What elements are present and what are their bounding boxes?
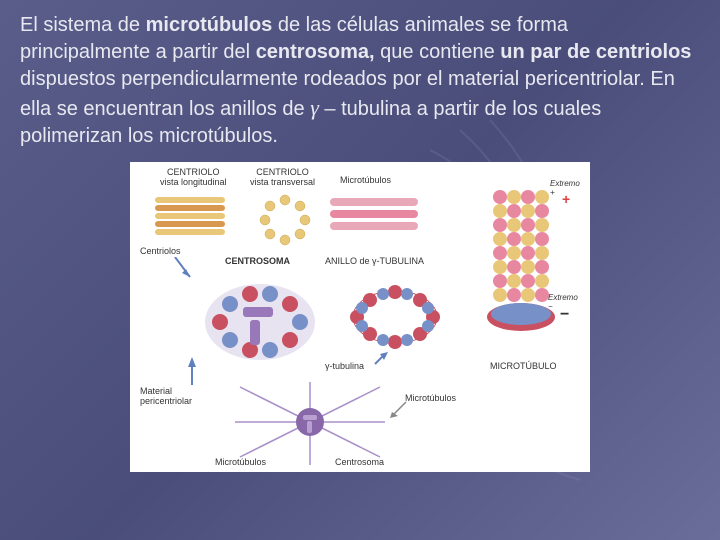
label-microtubulos-bot: Microtúbulos [405, 394, 456, 404]
label-gamma-tubulina: γ-tubulina [325, 362, 364, 372]
slide-paragraph: El sistema de microtúbulos de las célula… [20, 12, 700, 150]
label-centrosoma-bot: Centrosoma [335, 458, 384, 468]
label-centriolo-trans: CENTRIOLOvista transversal [250, 168, 315, 188]
biology-diagram: CENTRIOLOvista longitudinal CENTRIOLOvis… [130, 162, 590, 472]
label-anillo: ANILLO de γ-TUBULINA [325, 257, 424, 267]
label-centrosoma-mid: CENTROSOMA [225, 257, 290, 267]
label-microtubulo-right: MICROTÚBULO [490, 362, 557, 372]
label-centriolos: Centriolos [140, 247, 181, 257]
plus-sign: + [562, 192, 570, 207]
label-material: Materialpericentriolar [140, 387, 192, 407]
minus-sign: − [560, 306, 569, 324]
label-microtubulos-bot2: Microtúbulos [215, 458, 266, 468]
label-microtubulos-top: Microtúbulos [340, 176, 391, 186]
label-centriolo-long: CENTRIOLOvista longitudinal [160, 168, 227, 188]
